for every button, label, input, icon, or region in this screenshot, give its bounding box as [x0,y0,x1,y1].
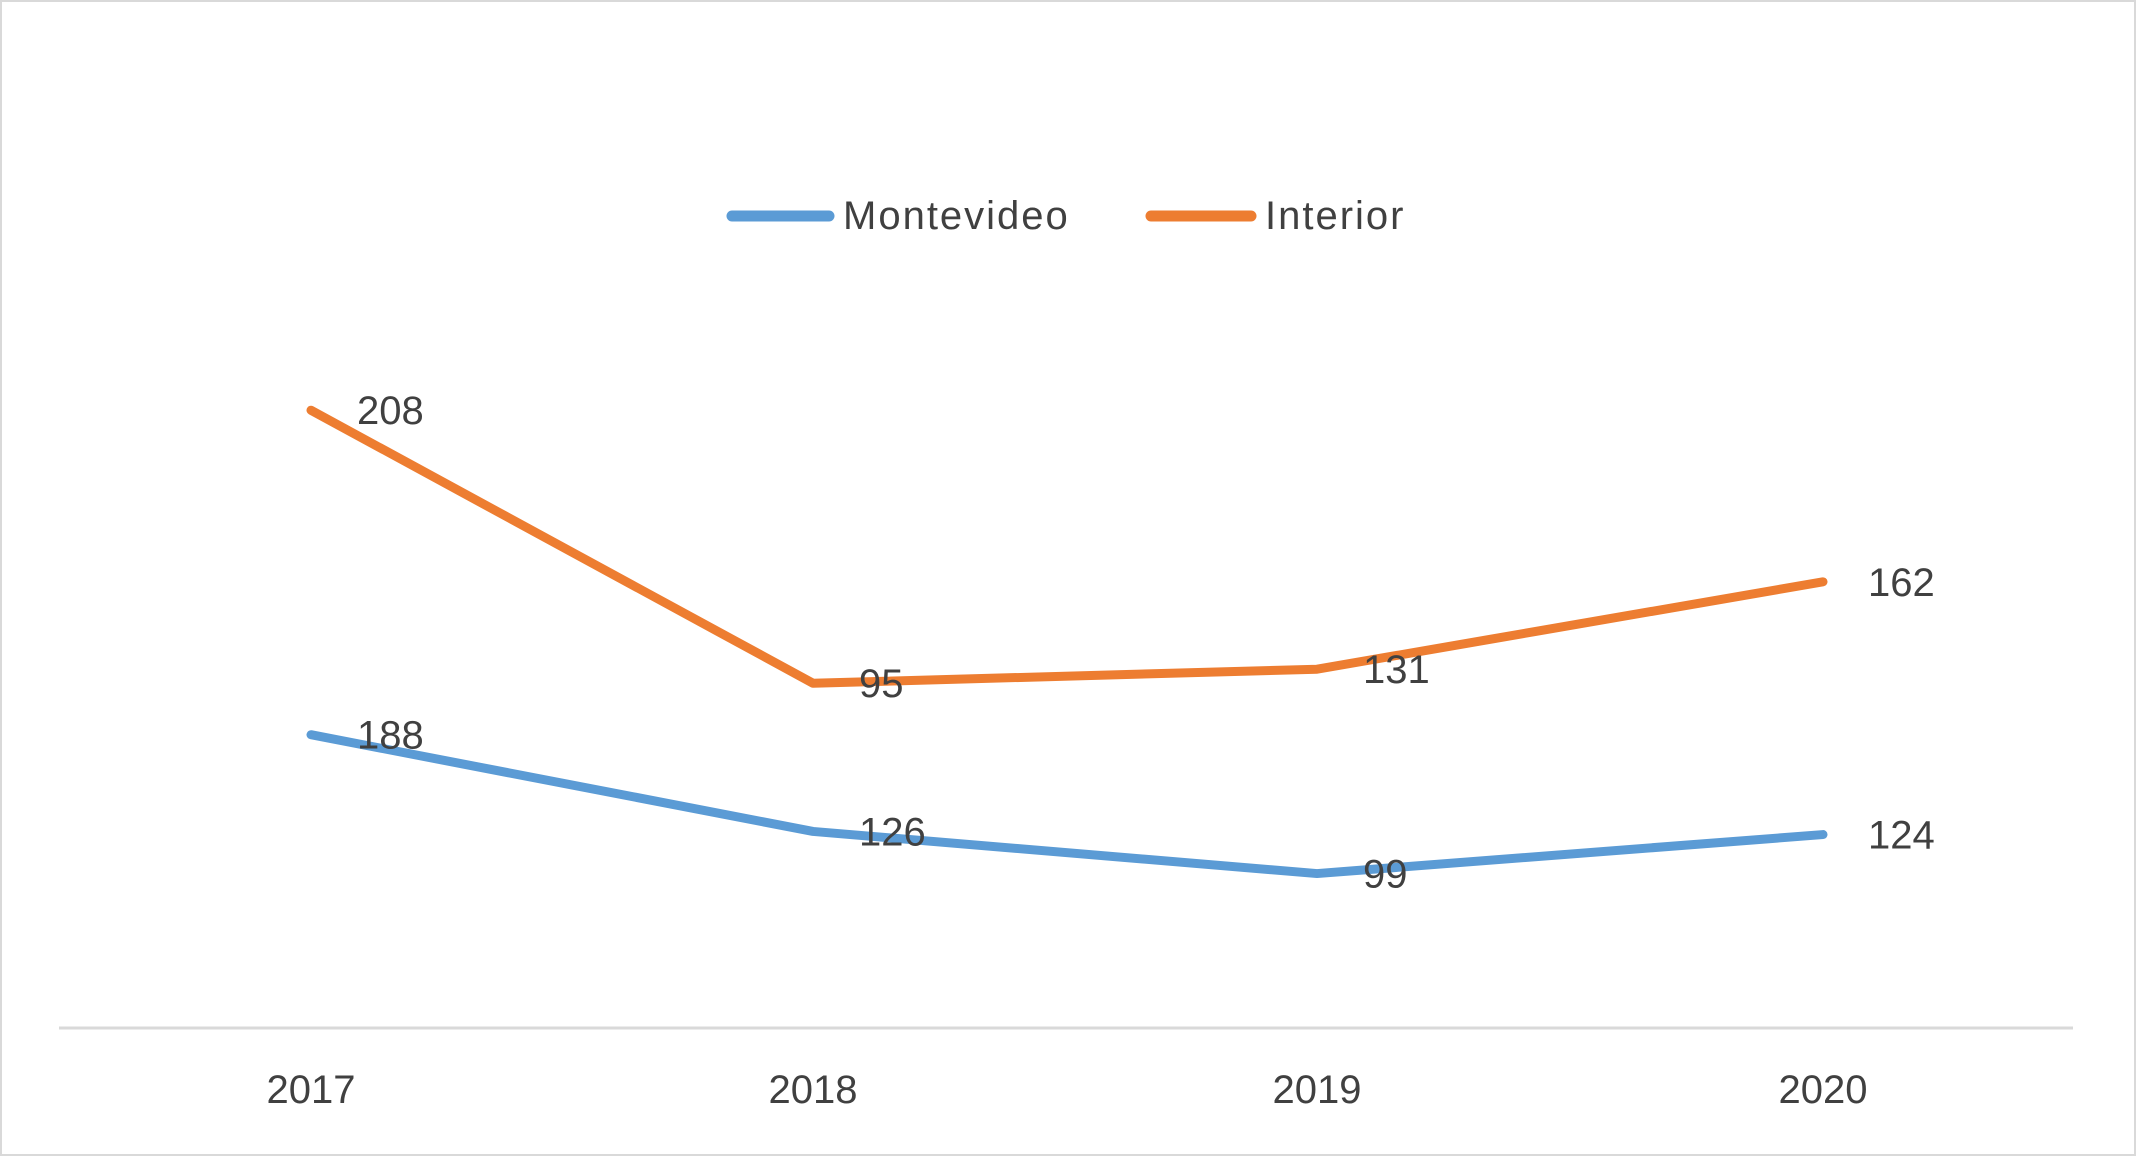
x-tick-label: 2018 [769,1068,858,1112]
data-label: 208 [357,389,424,433]
data-label: 124 [1868,814,1935,858]
data-label: 95 [859,662,904,706]
legend-label-interior: Interior [1265,194,1406,238]
legend-label-montevideo: Montevideo [843,194,1070,238]
x-tick-label: 2020 [1779,1068,1868,1112]
data-label: 188 [357,714,424,758]
series-line-montevideo [306,730,1828,879]
series-line-interior [306,405,1828,688]
data-label: 162 [1868,561,1935,605]
x-tick-label: 2017 [267,1068,356,1112]
x-tick-label: 2019 [1273,1068,1362,1112]
legend: Montevideo Interior [726,194,1406,238]
data-label: 131 [1363,648,1430,692]
data-label: 126 [859,810,926,854]
data-label: 99 [1363,853,1408,897]
